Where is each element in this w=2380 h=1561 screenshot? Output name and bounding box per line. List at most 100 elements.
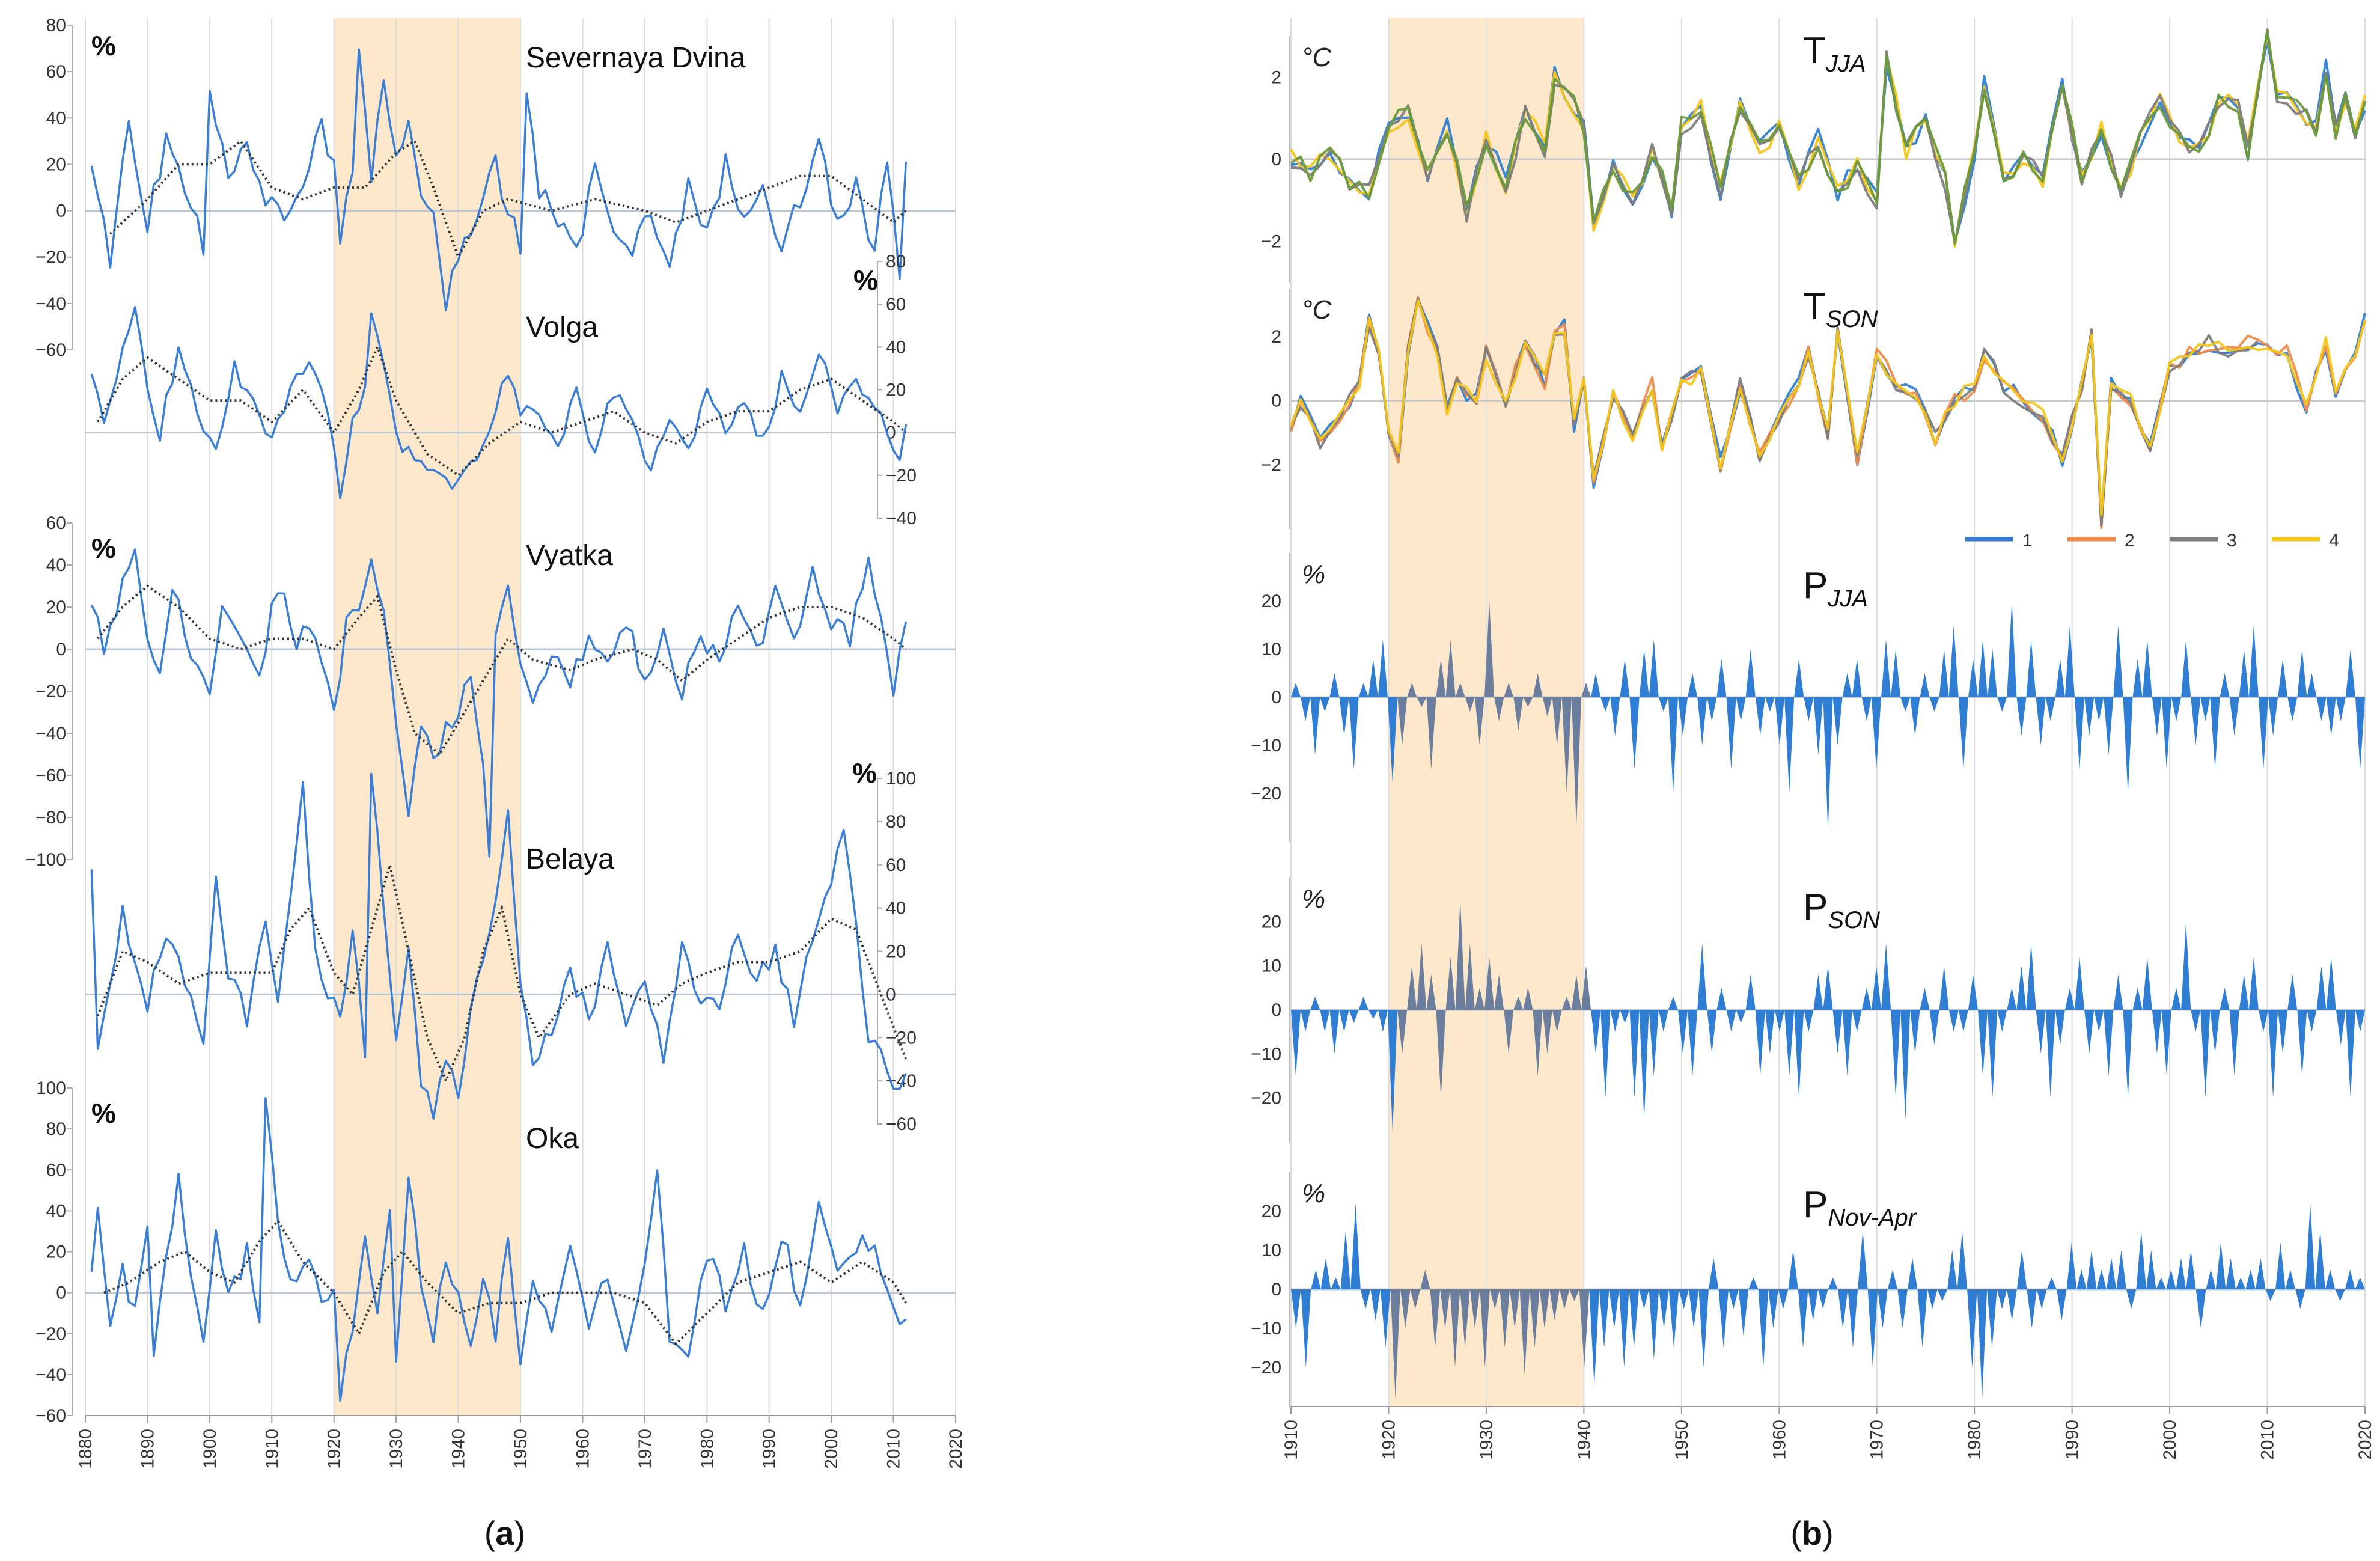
precip-anomaly-mark — [1958, 1010, 1968, 1032]
precip-anomaly-mark — [2307, 1010, 2317, 1032]
precip-anomaly-mark — [2086, 1250, 2097, 1289]
precip-anomaly-mark — [2132, 988, 2143, 1010]
panel-a-x-tick-label: 1970 — [635, 1429, 655, 1469]
subplot-title: PJJA — [1803, 565, 1868, 612]
precip-anomaly-mark — [1748, 1277, 1759, 1289]
precip-anomaly-mark — [2036, 697, 2046, 745]
precip-anomaly-mark — [2123, 1010, 2133, 1098]
precip-anomaly-mark — [2113, 625, 2123, 697]
precip-anomaly-mark — [1988, 649, 1998, 697]
precip-anomaly-mark — [1778, 1289, 1789, 1309]
precip-anomaly-mark — [1867, 1289, 1878, 1367]
precip-anomaly-mark — [2226, 1258, 2236, 1289]
precip-anomaly-mark — [1813, 974, 1823, 1010]
temperature-series-4 — [1290, 299, 2366, 516]
precip-anomaly-mark — [1320, 1010, 1330, 1032]
legend-entry-2: 2 — [2067, 531, 2135, 551]
precip-anomaly-mark — [1329, 1010, 1340, 1054]
y-tick-label: 40 — [886, 337, 906, 357]
precip-anomaly-mark — [1397, 697, 1408, 745]
precip-anomaly-mark — [1708, 1258, 1719, 1289]
precip-anomaly-mark — [1818, 1289, 1828, 1309]
precip-anomaly-mark — [1360, 1289, 1371, 1309]
subplot-title: PSON — [1803, 887, 1880, 933]
precip-anomaly-mark — [1388, 1010, 1398, 1134]
precip-anomaly-mark — [2136, 1230, 2146, 1289]
precip-anomaly-mark — [2066, 1242, 2077, 1289]
precip-anomaly-mark — [1426, 697, 1436, 769]
precip-anomaly-mark — [1718, 1289, 1729, 1348]
subplot-p-jja: 20 10 0 −10 −20% PJJA — [1251, 553, 2365, 842]
precip-anomaly-mark — [2076, 1269, 2087, 1289]
subplot-p-nov-apr: 20 10 0 −10 −20% PNov-Apr — [1251, 1172, 2365, 1407]
precip-anomaly-mark — [1410, 1289, 1421, 1309]
precip-anomaly-mark — [1445, 957, 1456, 1010]
precip-anomaly-mark — [1688, 1289, 1699, 1328]
precip-anomaly-mark — [1589, 1289, 1599, 1387]
y-tick-label: 80 — [46, 1119, 66, 1139]
smoothed-line — [97, 584, 907, 757]
precip-anomaly-mark — [1465, 944, 1475, 1010]
precip-anomaly-mark — [2345, 1010, 2355, 1098]
precip-anomaly-mark — [2027, 1289, 2037, 1328]
precip-anomaly-mark — [1504, 683, 1514, 697]
y-tick-label: 20 — [886, 942, 906, 962]
panel-b-x-tick-label: 1930 — [1477, 1420, 1497, 1460]
precip-anomaly-mark — [2278, 1010, 2288, 1054]
precip-anomaly-mark — [1494, 697, 1504, 721]
precip-anomaly-mark — [1658, 1010, 1668, 1032]
y-tick-label: 40 — [886, 899, 906, 918]
precip-anomaly-mark — [2084, 697, 2095, 736]
precip-anomaly-mark — [1455, 683, 1465, 697]
y-tick-label: 20 — [46, 1242, 66, 1262]
precip-anomaly-mark — [1542, 697, 1552, 716]
precip-anomaly-mark — [2132, 659, 2143, 697]
y-tick-label: 80 — [886, 812, 906, 832]
precip-anomaly-mark — [1649, 1010, 1659, 1076]
y-tick-label: −10 — [1251, 1319, 1281, 1339]
precip-anomaly-mark — [2200, 697, 2211, 721]
y-tick-label: −2 — [1261, 455, 1281, 475]
precip-anomaly-mark — [1768, 1289, 1778, 1328]
precip-anomaly-mark — [1301, 1289, 1311, 1367]
precip-anomaly-mark — [1987, 1289, 1997, 1348]
precip-anomaly-mark — [2345, 649, 2355, 697]
precip-anomaly-mark — [1967, 1289, 1977, 1367]
precip-anomaly-mark — [2239, 649, 2249, 697]
precip-anomaly-mark — [2057, 1289, 2067, 1321]
precip-anomaly-mark — [1581, 965, 1591, 1010]
precip-anomaly-mark — [1900, 697, 1911, 712]
y-tick-label: −20 — [35, 682, 66, 701]
y-tick-label: 60 — [46, 513, 66, 533]
precip-anomaly-mark — [1668, 1289, 1679, 1348]
precip-anomaly-mark — [1420, 1269, 1430, 1289]
precip-anomaly-mark — [1358, 683, 1368, 697]
precip-anomaly-mark — [1591, 1010, 1601, 1054]
legend-label: 4 — [2329, 531, 2339, 551]
precip-anomaly-mark — [2016, 965, 2027, 1010]
precip-anomaly-mark — [1639, 649, 1649, 697]
y-tick-label: 20 — [46, 597, 66, 617]
precip-anomaly-mark — [1530, 1289, 1540, 1348]
precip-anomaly-mark — [1688, 1010, 1698, 1076]
precip-anomaly-mark — [1804, 697, 1814, 721]
precip-anomaly-mark — [1758, 1289, 1769, 1367]
precip-anomaly-mark — [2094, 1010, 2104, 1032]
precip-anomaly-mark — [1658, 697, 1668, 712]
precip-anomaly-mark — [2064, 625, 2075, 697]
y-tick-label: −60 — [35, 340, 66, 360]
precip-anomaly-mark — [1968, 659, 1978, 697]
precip-anomaly-mark — [1678, 1010, 1688, 1054]
precip-anomaly-mark — [1910, 697, 1920, 736]
unit-label: °C — [1302, 43, 1332, 72]
precip-anomaly-mark — [2161, 1010, 2171, 1076]
y-tick-label: −20 — [1251, 1089, 1281, 1108]
precip-anomaly-mark — [2316, 965, 2327, 1010]
precip-anomaly-mark — [1417, 944, 1427, 1010]
precip-anomaly-mark — [2268, 1010, 2278, 1098]
unit-label: % — [1302, 884, 1325, 914]
precip-anomaly-mark — [1929, 697, 1939, 712]
precip-anomaly-mark — [1552, 697, 1562, 745]
precip-anomaly-mark — [1788, 1250, 1798, 1289]
